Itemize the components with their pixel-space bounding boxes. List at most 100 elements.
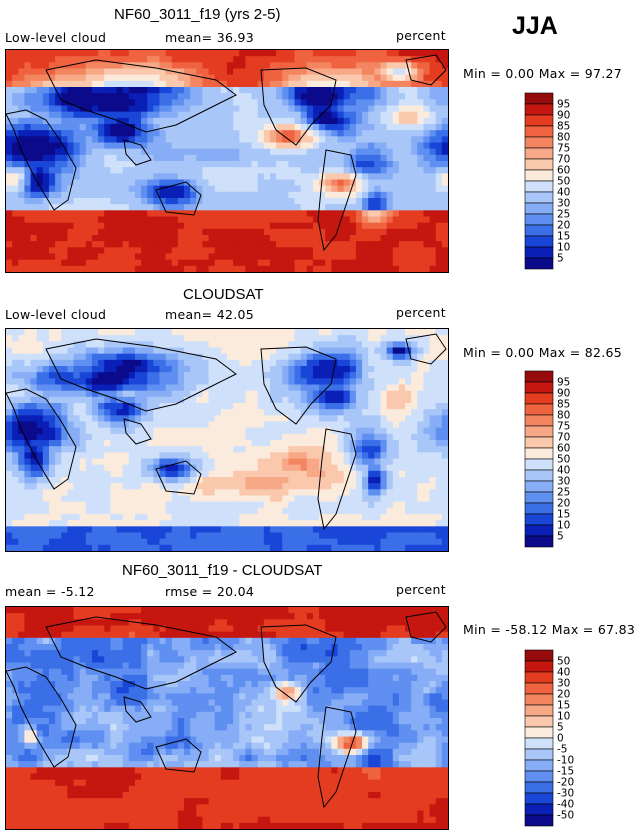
panel-2-cell	[104, 372, 111, 379]
panel-1-cell	[319, 56, 326, 63]
panel-1-cell	[337, 124, 345, 131]
panel-1-cell	[159, 222, 167, 230]
panel-1-cell	[36, 62, 44, 69]
panel-1-cell	[128, 74, 136, 82]
panel-1-cell	[153, 124, 160, 131]
panel-1-cell	[85, 142, 93, 150]
panel-1-cell	[405, 173, 412, 180]
panel-2-cell	[18, 366, 25, 373]
panel-1-cell	[196, 259, 203, 267]
panel-2-cell	[282, 514, 289, 521]
panel-1-cell	[374, 50, 381, 57]
panel-2-cell	[398, 433, 406, 441]
panel-1-cell	[55, 185, 62, 193]
panel-1-cell	[12, 154, 19, 162]
panel-1-coastline	[260, 67, 337, 146]
panel-1-cell	[380, 62, 388, 69]
panel-2-cell	[405, 390, 412, 398]
panel-1-cell	[159, 173, 167, 180]
panel-2-cell	[294, 403, 302, 410]
panel-2-cell	[355, 353, 363, 361]
panel-1-cell	[48, 216, 56, 224]
panel-1-cell	[159, 167, 167, 174]
panel-1-cell	[343, 68, 351, 76]
panel-1-cell	[159, 259, 167, 267]
panel-1-cell	[349, 74, 357, 82]
panel-2-cell	[245, 514, 252, 521]
panel-2-cell	[208, 359, 216, 367]
panel-1-cell	[12, 80, 19, 88]
panel-1-cell	[263, 247, 271, 254]
panel-1-cell	[300, 87, 308, 94]
panel-1-cell	[423, 74, 430, 82]
panel-1-cell	[276, 130, 283, 137]
panel-1-cell	[269, 111, 277, 119]
panel-2-cell	[331, 470, 338, 478]
panel-1-cell	[24, 259, 31, 267]
panel-2-cell	[42, 353, 50, 361]
panel-2-cell	[190, 477, 197, 484]
panel-1-cell	[190, 210, 197, 217]
panel-1-cell	[73, 253, 81, 261]
panel-2-cell	[79, 501, 87, 509]
panel-1-cell	[386, 241, 394, 248]
panel-1-cell	[61, 185, 68, 193]
panel-1-cell	[18, 179, 25, 187]
panel-1-cell	[245, 191, 252, 199]
panel-2-cell	[73, 526, 81, 533]
panel-2-cell	[386, 452, 394, 459]
panel-1-cell	[300, 56, 308, 63]
panel-2-cell	[233, 372, 240, 379]
panel-2-cell	[147, 477, 154, 484]
panel-2-cell	[312, 446, 320, 453]
panel-1-cell	[202, 198, 209, 205]
panel-2-cell	[386, 359, 394, 367]
panel-1-cell	[214, 105, 222, 113]
panel-2-cell	[312, 378, 320, 385]
panel-2-cell	[208, 501, 216, 509]
panel-1-cell	[319, 204, 326, 211]
panel-1-cell	[67, 148, 74, 156]
panel-1-cell	[288, 111, 295, 119]
panel-1-cell	[294, 80, 302, 88]
panel-1-cell	[141, 56, 148, 63]
panel-1-cell	[398, 241, 406, 248]
panel-1-cell	[306, 105, 314, 113]
panel-1-cell	[349, 210, 357, 217]
panel-2-cell	[116, 421, 124, 429]
panel-2-cell	[177, 359, 185, 367]
panel-1-colorbar-swatch	[524, 136, 554, 149]
panel-2-cell	[374, 359, 381, 367]
panel-2-cell	[325, 335, 332, 342]
panel-1-cell	[104, 136, 111, 143]
panel-2-cell	[79, 446, 87, 453]
panel-1-cell	[159, 105, 167, 113]
panel-1-cell	[196, 198, 203, 205]
panel-1-cell	[245, 161, 252, 168]
panel-2-cell	[300, 433, 308, 441]
panel-1-cell	[337, 210, 345, 217]
panel-1-cell	[141, 265, 148, 272]
panel-1-cell	[55, 56, 62, 63]
panel-1-cell	[227, 259, 234, 267]
panel-2-cell	[343, 372, 351, 379]
panel-1-cell	[55, 222, 62, 230]
panel-1-cell	[312, 259, 320, 267]
panel-1-cell	[202, 148, 209, 156]
panel-1-cell	[61, 93, 68, 100]
panel-1-cell	[306, 124, 314, 131]
panel-1-cell	[312, 235, 320, 242]
panel-2-cell	[423, 372, 430, 379]
panel-1-cell	[405, 191, 412, 199]
panel-1-cell	[411, 173, 418, 180]
panel-1-cell	[374, 185, 381, 193]
panel-2-cell	[98, 415, 105, 422]
panel-2-cell	[128, 464, 136, 472]
panel-2-cell	[12, 514, 19, 521]
panel-1-cell	[91, 124, 99, 131]
panel-1-cell	[319, 142, 326, 150]
panel-1-cell	[73, 173, 81, 180]
panel-1-cell	[386, 99, 394, 106]
panel-2-cell	[85, 452, 93, 459]
panel-1-cell	[355, 173, 363, 180]
